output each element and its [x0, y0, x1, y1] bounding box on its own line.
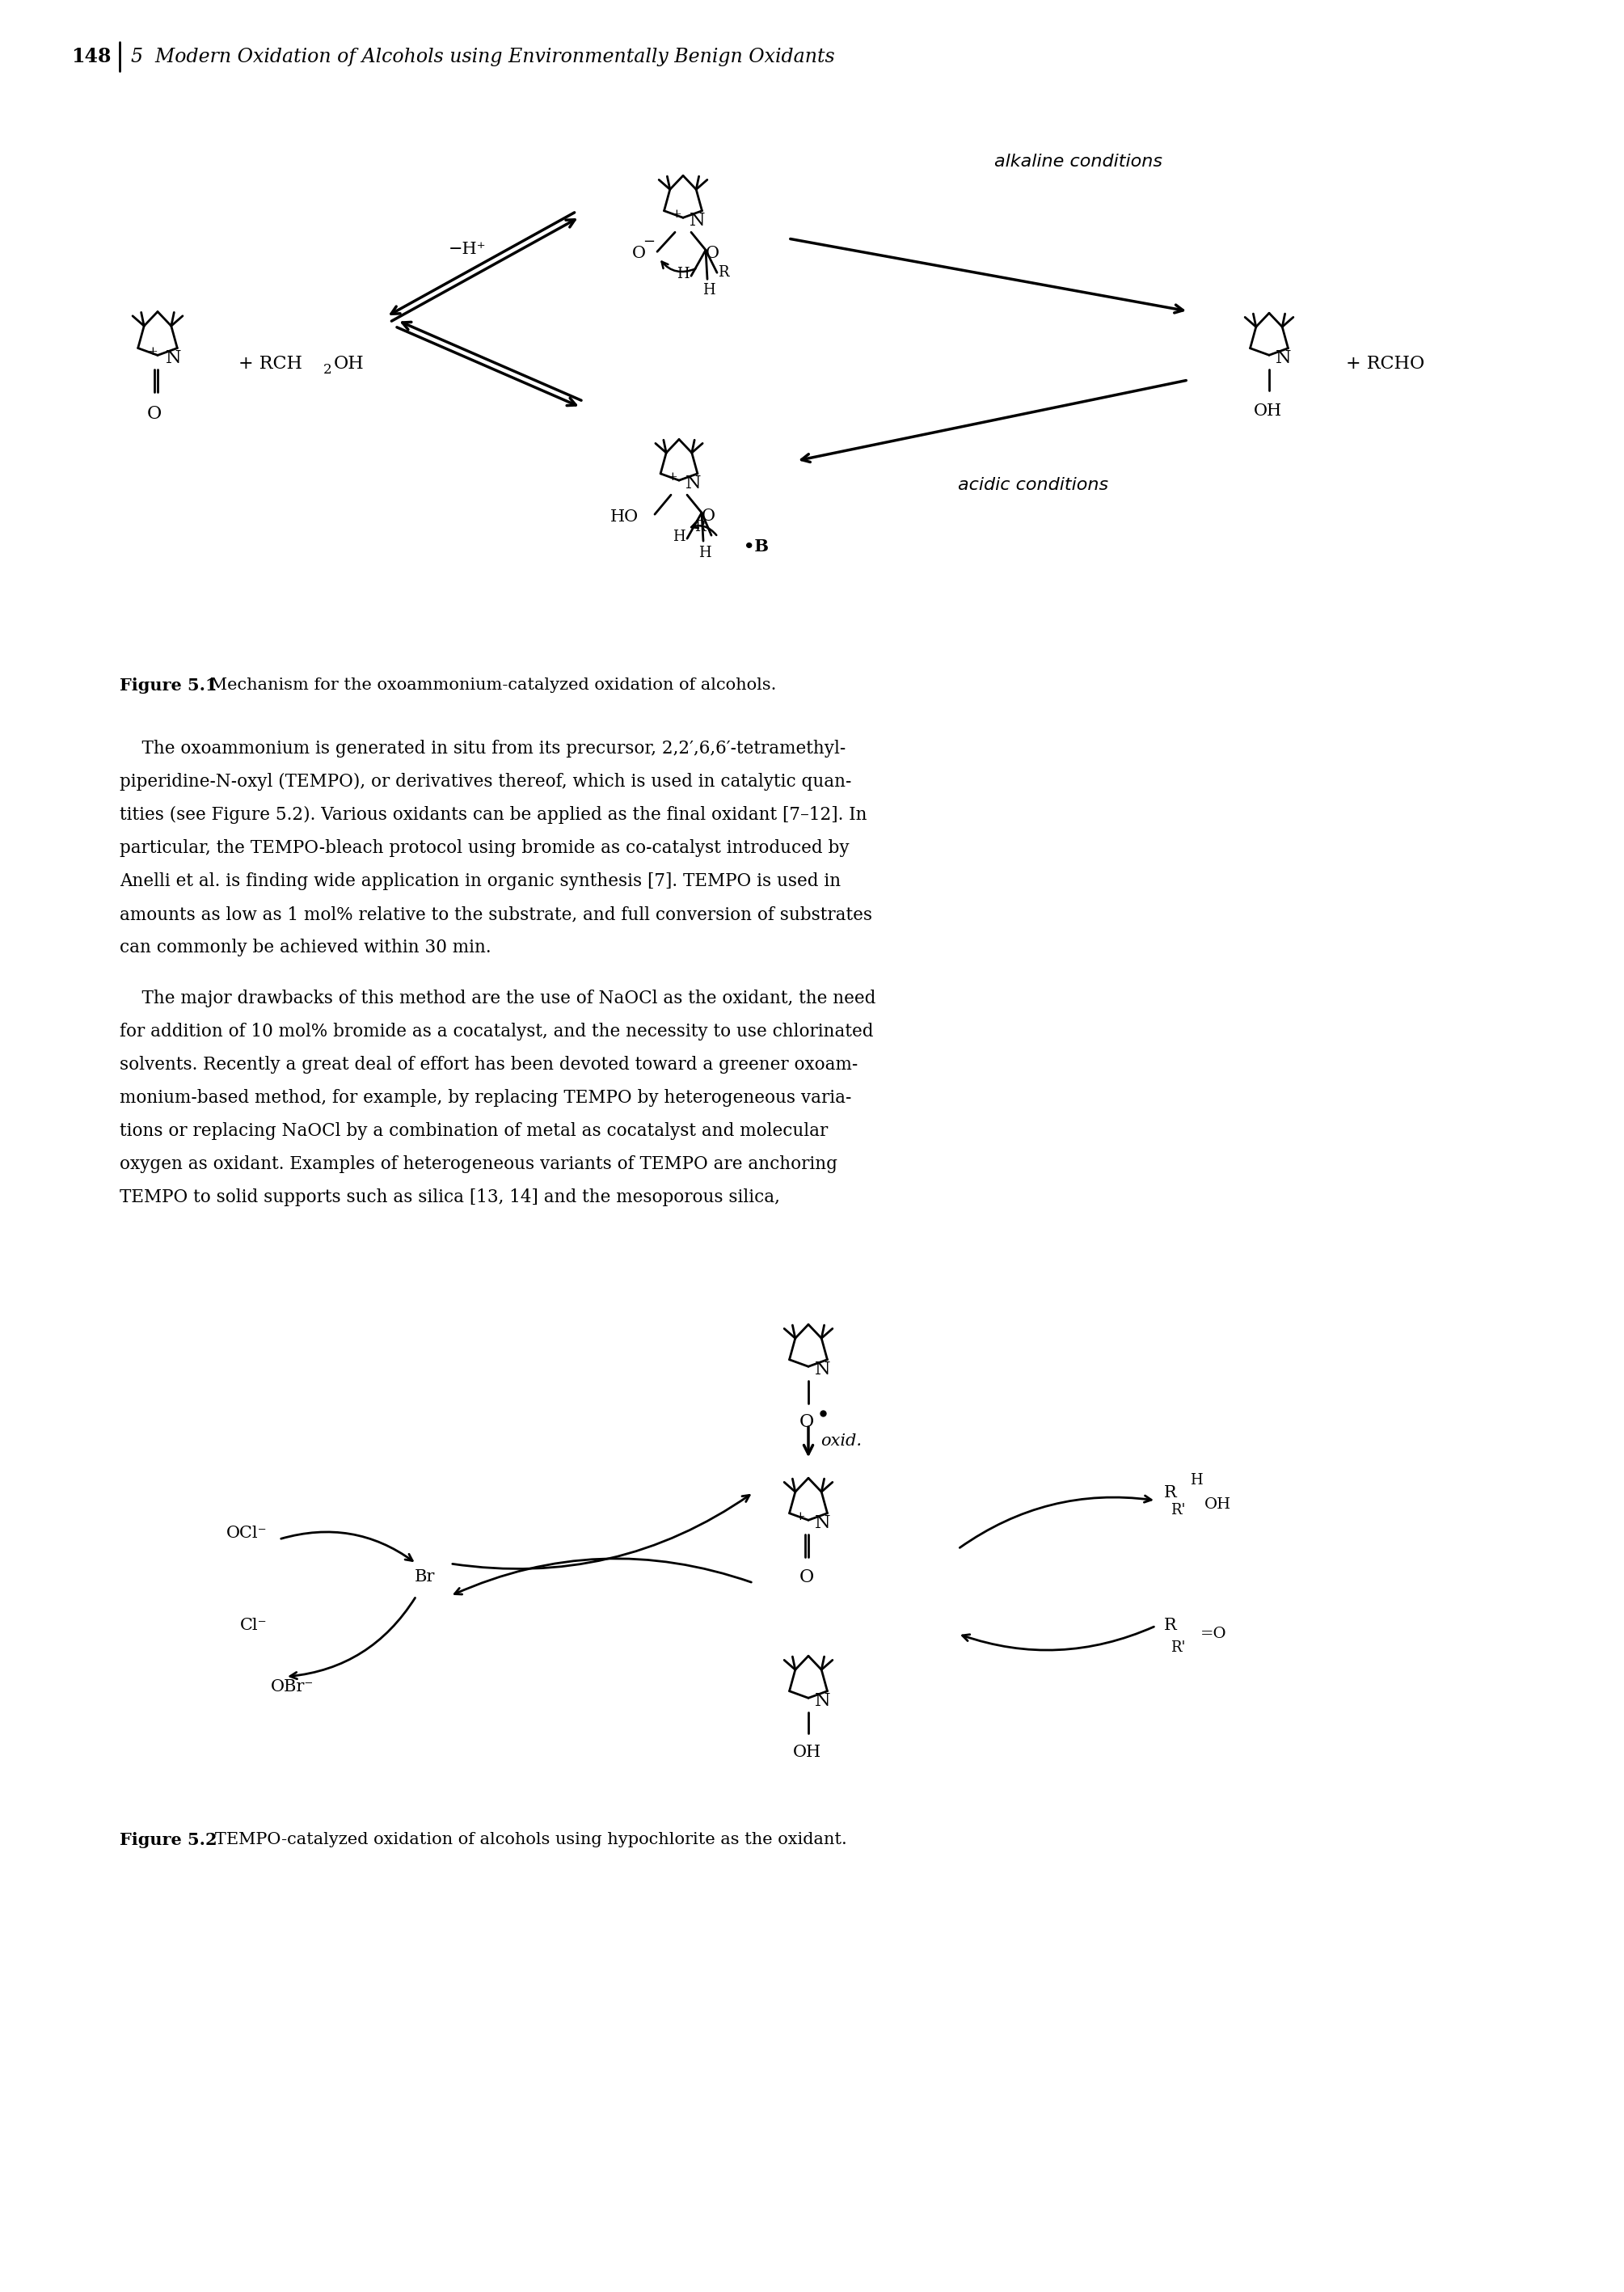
Text: amounts as low as 1 mol% relative to the substrate, and full conversion of subst: amounts as low as 1 mol% relative to the… [120, 905, 872, 924]
Text: acidic conditions: acidic conditions [958, 477, 1108, 493]
Text: piperidine-N-oxyl (TEMPO), or derivatives thereof, which is used in catalytic qu: piperidine-N-oxyl (TEMPO), or derivative… [120, 772, 851, 791]
Text: can commonly be achieved within 30 min.: can commonly be achieved within 30 min. [120, 940, 490, 956]
Text: O: O [702, 509, 715, 523]
Text: OH: OH [1205, 1497, 1231, 1513]
Text: R: R [718, 266, 729, 280]
Text: 2: 2 [323, 362, 331, 376]
Text: N: N [815, 1691, 830, 1710]
Text: N: N [690, 213, 705, 229]
Text: •B: •B [744, 539, 768, 555]
Text: H: H [677, 266, 689, 282]
Text: 148: 148 [71, 46, 112, 66]
Text: +: + [148, 346, 158, 358]
Text: −: − [643, 234, 654, 250]
Text: +: + [667, 472, 677, 484]
Text: O: O [632, 245, 645, 261]
Text: H: H [703, 284, 715, 298]
Text: R: R [695, 520, 705, 534]
Text: Mechanism for the oxoammonium-catalyzed oxidation of alcohols.: Mechanism for the oxoammonium-catalyzed … [193, 678, 776, 692]
Text: tions or replacing NaOCl by a combination of metal as cocatalyst and molecular: tions or replacing NaOCl by a combinatio… [120, 1123, 828, 1139]
Text: R': R' [1171, 1641, 1186, 1655]
Text: The oxoammonium is generated in situ from its precursor, 2,2′,6,6′-tetramethyl-: The oxoammonium is generated in situ fro… [120, 740, 846, 759]
Text: R': R' [1171, 1504, 1186, 1517]
Text: N: N [815, 1515, 830, 1533]
Text: tities (see Figure 5.2). Various oxidants can be applied as the final oxidant [7: tities (see Figure 5.2). Various oxidant… [120, 807, 867, 823]
Text: N: N [1275, 348, 1291, 367]
Text: O: O [705, 245, 719, 261]
Text: 5  Modern Oxidation of Alcohols using Environmentally Benign Oxidants: 5 Modern Oxidation of Alcohols using Env… [132, 48, 835, 66]
Text: solvents. Recently a great deal of effort has been devoted toward a greener oxoa: solvents. Recently a great deal of effor… [120, 1057, 857, 1073]
Text: Figure 5.2: Figure 5.2 [120, 1831, 218, 1847]
Text: −H⁺: −H⁺ [448, 241, 486, 257]
Text: OH: OH [335, 355, 364, 374]
Text: OH: OH [1254, 403, 1281, 419]
Text: OH: OH [793, 1744, 822, 1760]
Text: O: O [799, 1414, 814, 1430]
Text: N: N [815, 1361, 830, 1380]
Text: R: R [1164, 1485, 1177, 1499]
Text: alkaline conditions: alkaline conditions [994, 154, 1163, 170]
Text: Figure 5.1: Figure 5.1 [120, 678, 218, 694]
Text: N: N [685, 474, 702, 493]
Text: Cl⁻: Cl⁻ [240, 1618, 268, 1634]
Text: R: R [1164, 1618, 1177, 1634]
Text: =O: =O [1200, 1627, 1226, 1641]
Text: + RCHO: + RCHO [1346, 355, 1424, 374]
Text: for addition of 10 mol% bromide as a cocatalyst, and the necessity to use chlori: for addition of 10 mol% bromide as a coc… [120, 1022, 874, 1041]
Text: +: + [671, 209, 682, 220]
Text: H: H [698, 545, 711, 562]
Text: particular, the TEMPO-bleach protocol using bromide as co-catalyst introduced by: particular, the TEMPO-bleach protocol us… [120, 839, 849, 857]
Text: OBr⁻: OBr⁻ [271, 1678, 313, 1694]
Text: H: H [672, 529, 685, 543]
Text: O: O [148, 406, 162, 424]
Text: N: N [166, 351, 182, 367]
Text: The major drawbacks of this method are the use of NaOCl as the oxidant, the need: The major drawbacks of this method are t… [120, 990, 875, 1008]
Text: monium-based method, for example, by replacing TEMPO by heterogeneous varia-: monium-based method, for example, by rep… [120, 1089, 851, 1107]
Text: oxygen as oxidant. Examples of heterogeneous variants of TEMPO are anchoring: oxygen as oxidant. Examples of heterogen… [120, 1155, 838, 1174]
Text: O: O [799, 1568, 814, 1586]
Text: oxid.: oxid. [820, 1432, 862, 1449]
Text: OCl⁻: OCl⁻ [226, 1524, 268, 1540]
Text: +: + [796, 1510, 806, 1522]
Text: Anelli et al. is finding wide application in organic synthesis [7]. TEMPO is use: Anelli et al. is finding wide applicatio… [120, 873, 841, 889]
Text: Br: Br [414, 1570, 435, 1586]
Text: + RCH: + RCH [239, 355, 302, 374]
Text: HO: HO [611, 509, 638, 525]
Text: TEMPO to solid supports such as silica [13, 14] and the mesoporous silica,: TEMPO to solid supports such as silica [… [120, 1190, 780, 1206]
Text: H: H [1190, 1474, 1202, 1488]
Text: TEMPO-catalyzed oxidation of alcohols using hypochlorite as the oxidant.: TEMPO-catalyzed oxidation of alcohols us… [198, 1831, 848, 1847]
